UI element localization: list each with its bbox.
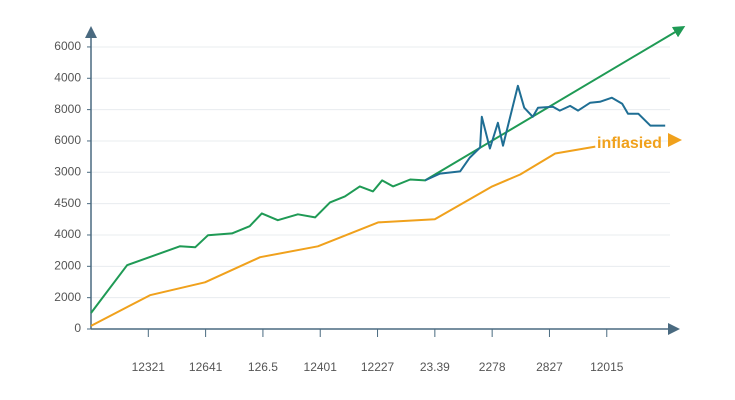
y-tick-label: 2000	[54, 258, 81, 272]
x-axis-arrow	[668, 323, 680, 335]
series-line	[424, 84, 666, 182]
y-tick-label: 4000	[54, 227, 81, 241]
x-tick-label: 23.39	[420, 360, 450, 374]
annotation-arrow	[668, 133, 682, 147]
x-tick-label: 2278	[479, 360, 506, 374]
y-tick-label: 2000	[54, 290, 81, 304]
y-tick-label: 6000	[54, 133, 81, 147]
series-line	[90, 145, 596, 327]
x-tick-label: 12401	[304, 360, 338, 374]
x-tick-label: 12227	[361, 360, 395, 374]
y-tick-label: 4000	[54, 70, 81, 84]
y-tick-label: 4500	[54, 196, 81, 210]
y-tick-label: 0	[74, 321, 81, 335]
x-tick-label: 12641	[189, 360, 223, 374]
x-tick-label: 12321	[132, 360, 166, 374]
y-axis-arrow	[85, 26, 97, 38]
y-tick-label: 6000	[54, 39, 81, 53]
y-tick-label: 8000	[54, 102, 81, 116]
x-tick-label: 2827	[536, 360, 563, 374]
y-tick-label: 3000	[54, 164, 81, 178]
x-tick-label: 12015	[590, 360, 624, 374]
annotation: inflasied	[597, 135, 662, 152]
x-tick-label: 126.5	[248, 360, 278, 374]
series-line	[90, 26, 686, 314]
